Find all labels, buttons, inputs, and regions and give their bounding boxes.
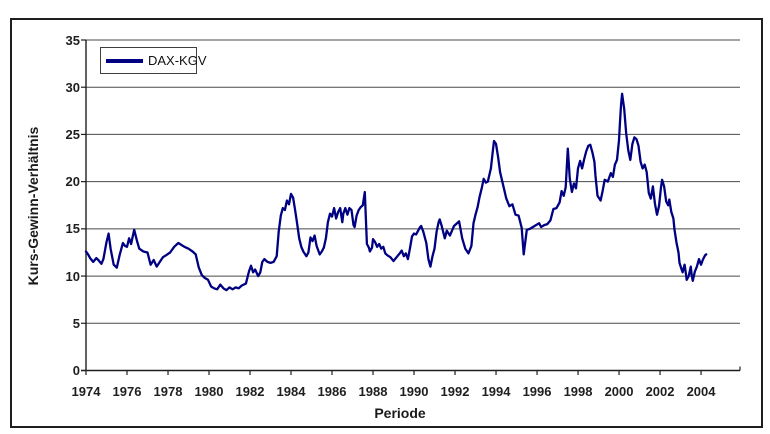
x-tick-label: 1978	[153, 383, 183, 399]
y-tick-label: 10	[65, 268, 80, 284]
y-tick-label: 20	[65, 174, 80, 190]
legend-series-label: DAX-KGV	[148, 53, 207, 68]
x-tick-label: 1986	[317, 383, 347, 399]
y-axis-title: Kurs-Gewinn-Verhältnis	[25, 126, 41, 286]
figure-border	[10, 18, 763, 428]
dax-kgv-line	[84, 92, 708, 292]
x-tick-label: 1982	[235, 383, 265, 399]
legend: DAX-KGV	[100, 47, 207, 74]
y-tick-label: 25	[65, 126, 80, 142]
x-axis-title: Periode	[374, 405, 426, 421]
x-tick-label: 1990	[399, 383, 429, 399]
x-tick-label: 1976	[112, 383, 142, 399]
x-tick-label: 1980	[194, 383, 224, 399]
x-tick-label: 1984	[276, 383, 306, 399]
gridlines	[86, 39, 740, 324]
legend-line-sample	[106, 58, 143, 63]
x-tick-label: 2002	[645, 383, 675, 399]
x-tick-label: 1996	[522, 383, 552, 399]
x-tick-label: 1994	[481, 383, 511, 399]
axes	[81, 39, 741, 375]
x-tick-label: 1974	[71, 383, 101, 399]
x-tick-label: 1992	[440, 383, 470, 399]
x-tick-label: 1998	[563, 383, 593, 399]
y-tick-label: 0	[72, 363, 80, 378]
y-tick-label: 5	[72, 315, 80, 331]
y-tick-label: 15	[65, 221, 80, 237]
x-tick-label: 2000	[604, 383, 634, 399]
y-tick-label: 30	[65, 79, 80, 95]
data-series	[84, 92, 708, 292]
y-tick-label: 35	[65, 32, 80, 48]
x-tick-label: 2004	[686, 383, 716, 399]
x-tick-label: 1988	[358, 383, 388, 399]
